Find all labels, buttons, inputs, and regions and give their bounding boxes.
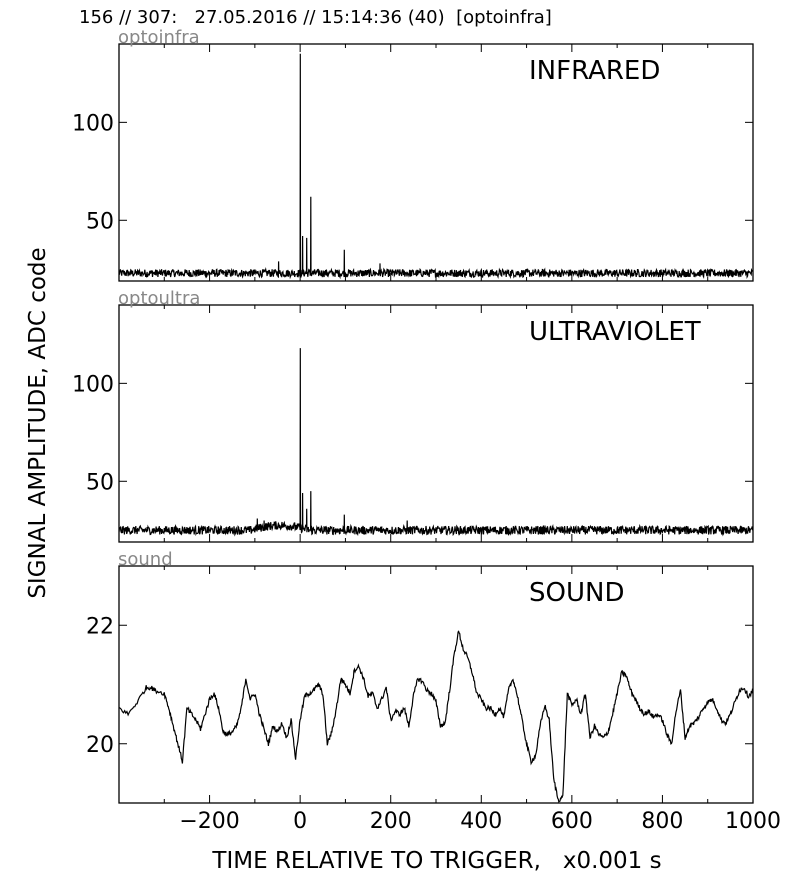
x-tick-label: −200 <box>179 809 239 834</box>
x-tick-label: 400 <box>460 809 502 834</box>
y-tick-label: 50 <box>86 209 114 234</box>
panel-ultraviolet: 50 100 optoultra ULTRAVIOLET <box>72 288 754 543</box>
signal-trace <box>119 348 753 537</box>
plot-frame <box>118 565 754 804</box>
x-tick-label: 200 <box>370 809 412 834</box>
panel-annotation: INFRARED <box>529 56 660 86</box>
x-axis-label: TIME RELATIVE TO TRIGGER, x0.001 s <box>212 848 662 874</box>
signal-trace <box>119 630 753 803</box>
signal-trace <box>119 53 753 280</box>
channel-label: sound <box>118 549 173 570</box>
x-tick-label: 0 <box>293 809 307 834</box>
y-tick-label: 50 <box>86 470 114 495</box>
y-tick-label: 100 <box>72 111 114 136</box>
channel-label: optoinfra <box>118 27 200 48</box>
channel-label: optoultra <box>118 288 200 309</box>
x-tick-label: 600 <box>551 809 593 834</box>
x-tick-label: 1000 <box>725 809 781 834</box>
y-tick-label: 100 <box>72 372 114 397</box>
panel-sound: 20 22 sound SOUND −200 0 200 400 600 800 1000 <box>86 549 781 834</box>
x-tick-label: 800 <box>641 809 683 834</box>
y-tick-label: 22 <box>86 614 114 639</box>
page-title: 156 // 307: 27.05.2016 // 15:14:36 (40) … <box>79 7 552 28</box>
panel-annotation: SOUND <box>529 578 624 608</box>
y-tick-label: 20 <box>86 733 114 758</box>
panel-annotation: ULTRAVIOLET <box>529 317 701 347</box>
y-axis-label: SIGNAL AMPLITUDE, ADC code <box>25 247 51 599</box>
panel-infrared: 50 100 optoinfra INFRARED <box>72 27 754 282</box>
